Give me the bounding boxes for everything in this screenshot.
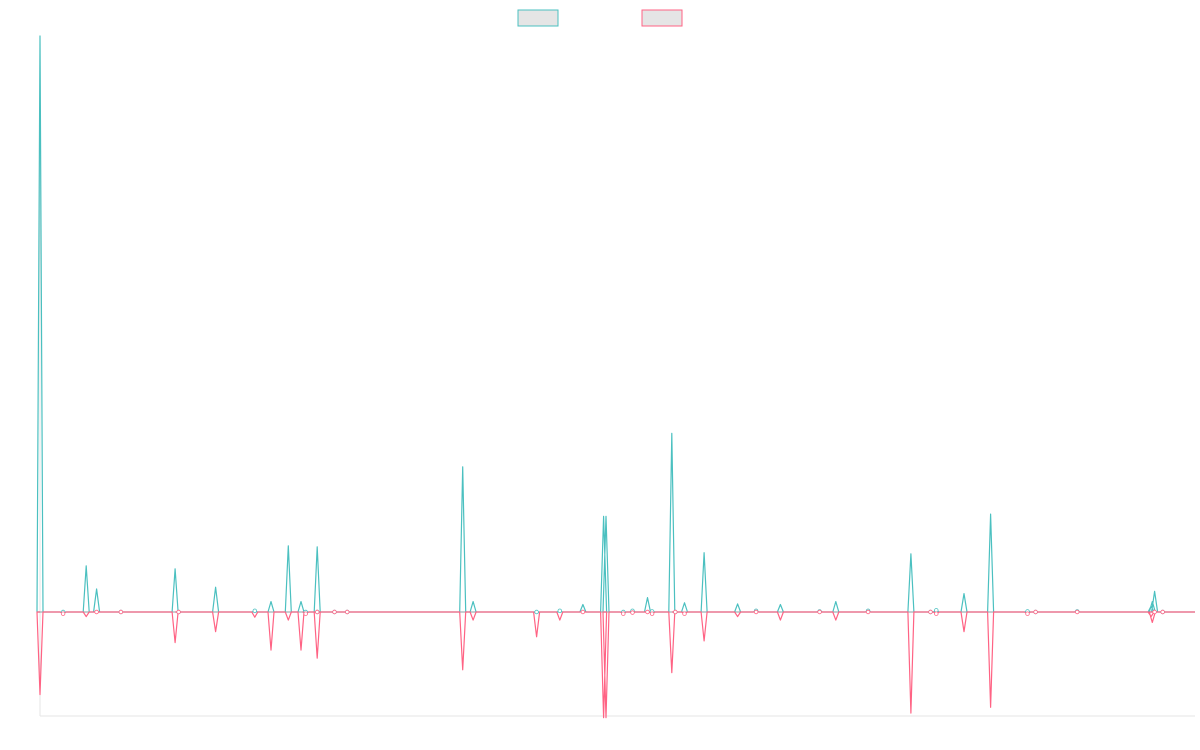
data-point[interactable] <box>332 609 337 615</box>
data-point[interactable] <box>753 609 759 615</box>
data-point[interactable] <box>1160 609 1165 615</box>
data-point[interactable] <box>645 609 650 615</box>
series-line-2 <box>36 611 1195 719</box>
data-point[interactable] <box>1025 611 1030 616</box>
data-point[interactable] <box>621 611 626 616</box>
data-point[interactable] <box>303 611 308 616</box>
data-point[interactable] <box>345 609 350 615</box>
data-point[interactable] <box>94 609 99 615</box>
data-point[interactable] <box>534 609 539 615</box>
data-point[interactable] <box>252 608 257 613</box>
data-point[interactable] <box>817 609 822 615</box>
data-point[interactable] <box>60 611 66 616</box>
data-point[interactable] <box>649 611 655 616</box>
data-point[interactable] <box>580 609 586 615</box>
legend-entry-1[interactable] <box>517 9 559 27</box>
legend-swatch[interactable] <box>641 9 683 27</box>
data-point[interactable] <box>630 610 635 615</box>
series-line-1 <box>36 35 1195 613</box>
data-point[interactable] <box>928 609 933 615</box>
data-point[interactable] <box>1152 609 1157 615</box>
data-point[interactable] <box>1074 609 1080 615</box>
data-point[interactable] <box>682 611 687 616</box>
data-point[interactable] <box>176 609 181 615</box>
data-point[interactable] <box>315 609 320 615</box>
data-point[interactable] <box>673 609 678 615</box>
legend-entry-2[interactable] <box>641 9 683 27</box>
legend[interactable] <box>517 9 683 27</box>
data-point[interactable] <box>1033 609 1038 615</box>
data-point[interactable] <box>557 608 562 613</box>
data-point[interactable] <box>865 609 871 615</box>
legend-swatch[interactable] <box>517 9 559 27</box>
data-point[interactable] <box>934 611 939 616</box>
series-layer <box>36 35 1195 719</box>
data-point[interactable] <box>118 609 124 615</box>
